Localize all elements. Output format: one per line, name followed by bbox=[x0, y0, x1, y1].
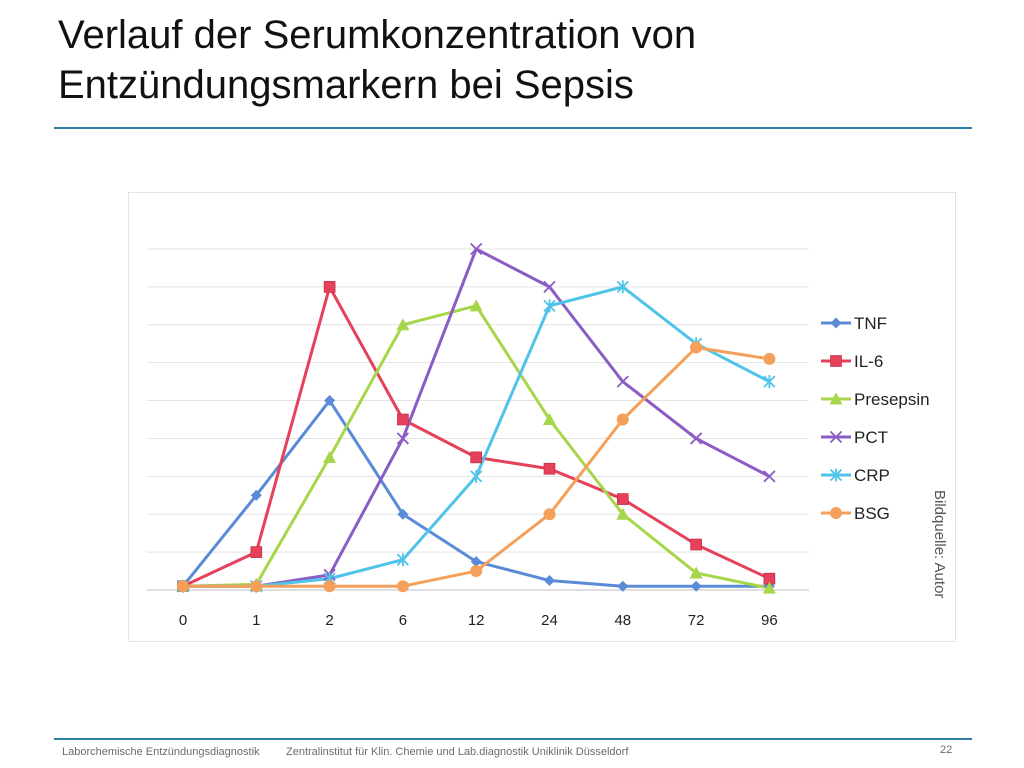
x-tick-label: 72 bbox=[688, 612, 705, 629]
data-point-crp bbox=[763, 375, 776, 389]
data-point-tnf bbox=[544, 575, 555, 587]
legend-label-pct: PCT bbox=[854, 428, 888, 447]
data-point-tnf bbox=[397, 508, 409, 520]
data-point-presepsin bbox=[762, 581, 776, 594]
data-point-il-6 bbox=[543, 462, 556, 475]
title-divider bbox=[54, 127, 972, 129]
data-point-il-6 bbox=[616, 493, 629, 505]
data-point-pct bbox=[616, 375, 629, 388]
data-point-bsg bbox=[763, 352, 776, 365]
data-point-presepsin bbox=[396, 318, 410, 331]
data-point-tnf bbox=[470, 556, 482, 568]
data-point-il-6 bbox=[397, 413, 409, 426]
series-line-bsg bbox=[183, 346, 770, 588]
data-point-presepsin bbox=[689, 566, 703, 579]
footer-course-title: Laborchemische Entzündungsdiagnostik bbox=[62, 746, 260, 758]
data-point-bsg bbox=[616, 413, 629, 426]
data-point-presepsin bbox=[543, 413, 556, 425]
data-point-presepsin bbox=[323, 450, 337, 463]
legend-marker-tnf bbox=[830, 317, 842, 329]
data-point-pct bbox=[689, 432, 703, 445]
legend-label-bsg: BSG bbox=[854, 504, 890, 523]
data-point-il-6 bbox=[690, 538, 702, 551]
data-point-bsg bbox=[690, 341, 703, 354]
x-tick-label: 12 bbox=[468, 612, 485, 629]
data-point-presepsin bbox=[616, 507, 630, 520]
data-point-crp bbox=[470, 469, 483, 483]
slide-title-line1: Verlauf der Serumkonzentration von bbox=[58, 13, 697, 57]
data-point-tnf bbox=[250, 489, 262, 501]
page-number: 22 bbox=[940, 744, 953, 756]
chart-frame: Plasmakonzentration (Arbitrary Units)012… bbox=[128, 192, 956, 642]
legend-marker-presepsin bbox=[829, 392, 843, 405]
legend-label-il-6: IL-6 bbox=[854, 352, 883, 371]
data-point-bsg bbox=[470, 565, 483, 578]
data-point-pct bbox=[763, 470, 776, 483]
footer-divider bbox=[54, 738, 972, 740]
data-point-il-6 bbox=[470, 451, 483, 464]
data-point-il-6 bbox=[323, 281, 336, 293]
series-line-crp bbox=[183, 285, 771, 588]
x-tick-label: 2 bbox=[325, 612, 333, 629]
data-point-tnf bbox=[324, 395, 336, 407]
data-point-crp bbox=[396, 553, 410, 567]
data-point-bsg bbox=[177, 580, 189, 593]
data-point-tnf bbox=[690, 580, 702, 592]
legend-label-tnf: TNF bbox=[854, 314, 887, 333]
data-point-presepsin bbox=[469, 299, 483, 312]
slide-title-line2: Entzündungsmarkern bei Sepsis bbox=[58, 63, 634, 107]
x-tick-label: 0 bbox=[179, 612, 187, 629]
footer-institute: Zentralinstitut für Klin. Chemie und Lab… bbox=[286, 746, 629, 758]
data-point-il-6 bbox=[250, 546, 263, 558]
x-tick-label: 24 bbox=[541, 612, 558, 629]
legend-marker-il-6 bbox=[830, 355, 842, 367]
x-tick-label: 1 bbox=[252, 612, 260, 629]
slide-title: Verlauf der Serumkonzentration von Entzü… bbox=[58, 10, 978, 110]
data-point-tnf bbox=[617, 580, 629, 592]
data-point-bsg bbox=[323, 580, 336, 593]
legend-marker-bsg bbox=[830, 507, 842, 519]
x-tick-label: 96 bbox=[761, 612, 778, 629]
legend-marker-pct bbox=[829, 430, 843, 444]
data-point-crp bbox=[616, 280, 629, 294]
data-point-crp bbox=[543, 299, 556, 313]
x-tick-label: 6 bbox=[399, 612, 407, 629]
data-point-bsg bbox=[543, 508, 556, 521]
data-point-pct bbox=[396, 432, 410, 445]
legend-label-crp: CRP bbox=[854, 466, 890, 485]
data-point-pct bbox=[543, 280, 556, 294]
x-tick-label: 48 bbox=[614, 612, 631, 629]
data-point-bsg bbox=[396, 580, 409, 593]
image-source-note: Bildquelle: Autor bbox=[931, 490, 948, 599]
legend-label-presepsin: Presepsin bbox=[854, 390, 930, 409]
data-point-pct bbox=[470, 242, 483, 256]
series-line-presepsin bbox=[182, 304, 770, 590]
data-point-bsg bbox=[250, 580, 263, 593]
line-chart: Plasmakonzentration (Arbitrary Units)012… bbox=[147, 242, 930, 629]
legend-marker-crp bbox=[829, 468, 843, 482]
